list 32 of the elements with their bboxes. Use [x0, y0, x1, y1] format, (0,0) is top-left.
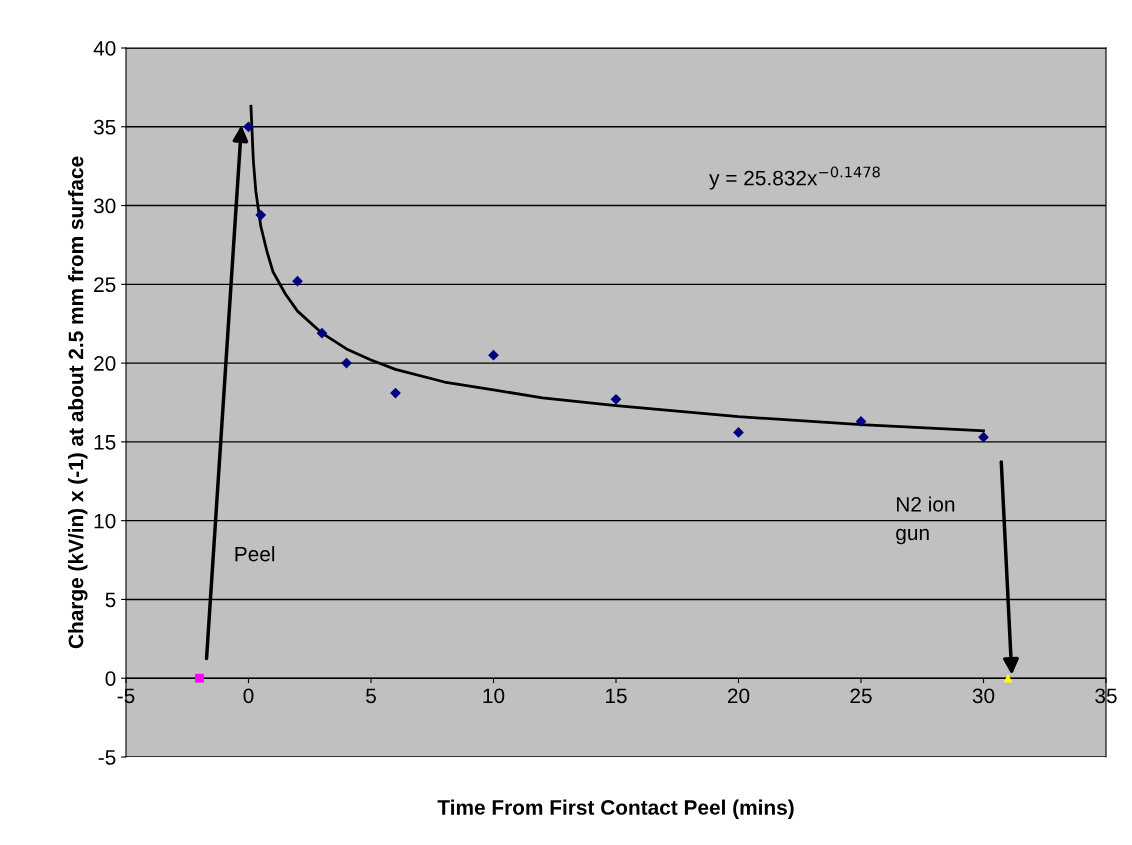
x-tick-label: 5	[366, 688, 376, 704]
annotation: Peel	[235, 546, 275, 562]
point	[1003, 673, 1013, 683]
point	[733, 427, 744, 438]
y-tick-label: 0	[105, 671, 116, 686]
y-tick-label: 25	[94, 277, 116, 293]
y-tick-label: 40	[93, 41, 116, 56]
x-tick-label: 10	[483, 688, 505, 704]
y-axis-title: Charge (kV/in) x (-1) at about 2.5 mm from surface	[68, 156, 88, 649]
point	[488, 349, 499, 361]
y-tick-label: 5	[105, 592, 116, 608]
x-tick-label: 15	[606, 688, 627, 704]
x-tick-label: 0	[243, 688, 254, 704]
point	[255, 209, 267, 221]
point	[195, 673, 204, 683]
x-tick-label: 25	[850, 688, 872, 704]
point	[610, 393, 622, 405]
y-tick-label: 30	[93, 198, 116, 214]
y-tick-label: -5	[98, 750, 116, 765]
point	[316, 327, 328, 339]
x-tick-label: 30	[972, 688, 995, 704]
point	[292, 275, 303, 287]
y-tick-label: 35	[93, 119, 116, 135]
y-tick-label: 15	[94, 435, 116, 450]
annotation: y = 25.832x$^{−0.1478}$	[709, 166, 880, 190]
y-tick-label: 20	[94, 356, 116, 371]
y-tick-label: 10	[94, 513, 116, 529]
x-tick-label: 20	[727, 688, 750, 704]
x-axis-title: Time From First Contact Peel (mins)	[437, 799, 794, 819]
point	[243, 121, 254, 133]
point	[978, 431, 989, 443]
annotation: N2 ion gun	[896, 496, 955, 545]
